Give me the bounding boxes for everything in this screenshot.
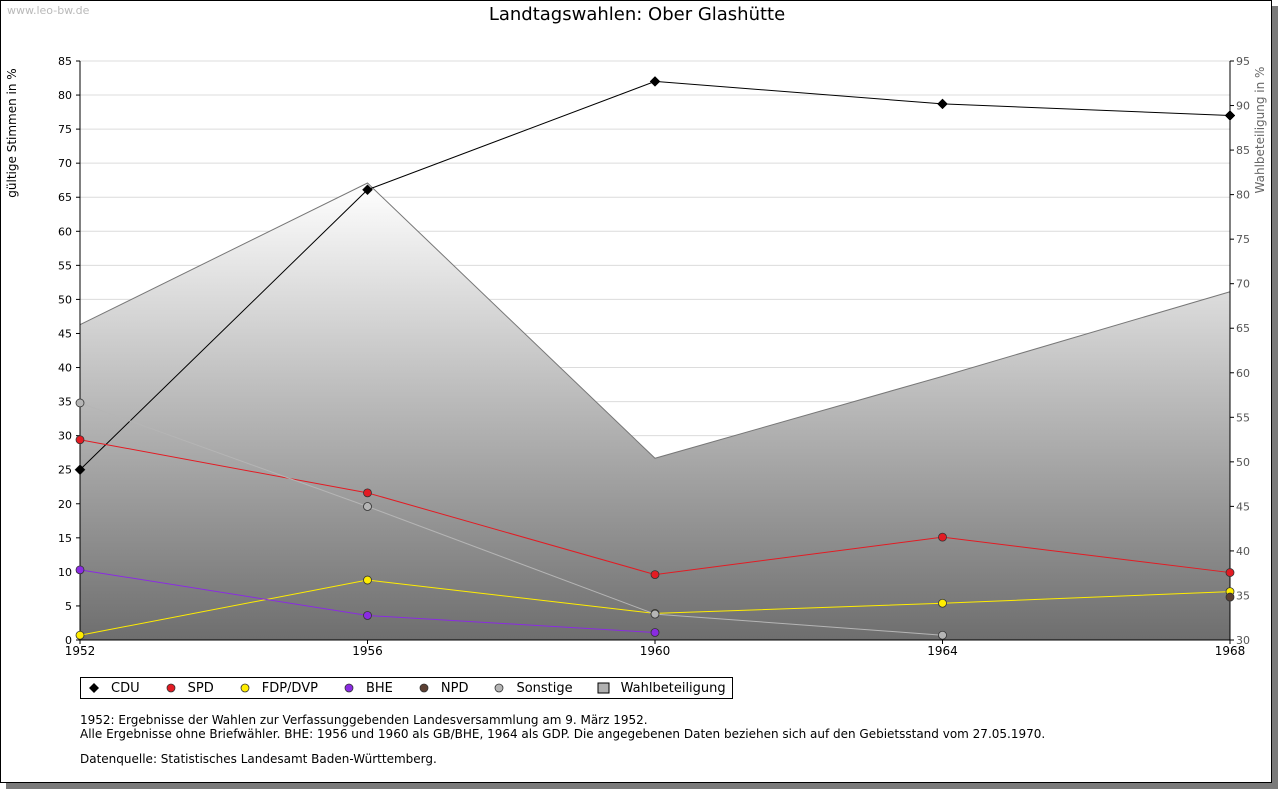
y-tick-label-70: 70 <box>58 157 72 170</box>
legend-label-wahlbeteiligung: Wahlbeteiligung <box>620 680 726 696</box>
point-bhe-1952 <box>75 565 85 575</box>
point-fdp-dvp-1952 <box>75 630 85 640</box>
series <box>74 76 1236 640</box>
y2-tick-label-40: 40 <box>1236 545 1250 558</box>
legend-item-fdp-dvp: FDP/DVP <box>236 681 318 696</box>
y-axis-label: gültige Stimmen in % <box>5 68 19 197</box>
x-tick-label-1964: 1964 <box>927 644 958 658</box>
y-tick-label-85: 85 <box>58 55 72 68</box>
point-spd-1952 <box>75 435 85 445</box>
point-fdp-dvp-1964 <box>938 598 947 608</box>
legend-marker-bhe <box>344 683 354 693</box>
point-sonstige-1964 <box>938 630 947 640</box>
turnout-area <box>79 182 1231 640</box>
point-spd-1960 <box>650 570 660 580</box>
y-tick-label-10: 10 <box>58 566 72 579</box>
legend-marker-wahlbeteiligung <box>597 682 610 694</box>
point-sonstige-1952 <box>75 398 85 408</box>
legend-item-npd: NPD <box>415 680 469 696</box>
legend-marker-cdu <box>89 683 99 693</box>
y2-tick-label-30: 30 <box>1236 634 1250 647</box>
y-tick-label-30: 30 <box>58 430 72 443</box>
x-tick-label-1952: 1952 <box>65 644 96 658</box>
footnote-2: Alle Ergebnisse ohne Briefwähler. BHE: 1… <box>80 727 1046 741</box>
y-tick-label-65: 65 <box>58 191 72 204</box>
footnote-1: 1952: Ergebnisse der Wahlen zur Verfassu… <box>80 713 648 727</box>
y2-tick-label-70: 70 <box>1236 278 1250 291</box>
footnotes: 1952: Ergebnisse der Wahlen zur Verfassu… <box>80 713 1045 741</box>
y2-tick-label-60: 60 <box>1236 367 1250 380</box>
y2-tick-label-85: 85 <box>1236 144 1250 157</box>
x-tick-label-1960: 1960 <box>640 644 671 658</box>
y-tick-label-60: 60 <box>58 225 72 238</box>
y-tick-label-25: 25 <box>58 464 72 477</box>
y2-tick-label-95: 95 <box>1236 55 1250 68</box>
y2-tick-label-80: 80 <box>1236 189 1250 202</box>
y-tick-label-5: 5 <box>65 600 72 613</box>
legend-label-spd: SPD <box>187 680 214 696</box>
x-tick-label-1956: 1956 <box>352 644 383 658</box>
legend-marker-fdp-dvp <box>240 683 250 693</box>
chart-title: Landtagswahlen: Ober Glashütte <box>489 4 785 25</box>
y-tick-label-55: 55 <box>58 259 72 272</box>
series-line-sonstige <box>79 402 943 636</box>
watermark: www.leo-bw.de <box>7 4 90 17</box>
point-cdu-1968 <box>1224 110 1236 121</box>
point-bhe-1960 <box>650 628 660 637</box>
point-spd-1956 <box>363 488 372 498</box>
legend-label-bhe: BHE <box>365 680 393 696</box>
axes: 0 5 10 15 20 25 30 35 40 45 50 55 60 65 70 75 80 85 30 35 40… <box>58 55 1250 658</box>
y2-tick-label-55: 55 <box>1236 411 1250 424</box>
x-tick-label-1968: 1968 <box>1215 644 1246 658</box>
legend-label-fdp-dvp: FDP/DVP <box>261 680 318 696</box>
y-tick-label-35: 35 <box>58 396 72 409</box>
y-tick-label-20: 20 <box>58 498 72 511</box>
y2-tick-label-50: 50 <box>1236 456 1250 469</box>
data-source: Datenquelle: Statistisches Landesamt Bad… <box>80 752 437 766</box>
legend: CDU SPD FDP/DVP BHE NPD Sonstige Wahlbeteiligu… <box>80 677 733 699</box>
y2-tick-label-45: 45 <box>1236 500 1250 513</box>
turnout-area-fill <box>80 183 1230 640</box>
y-tick-label-40: 40 <box>58 362 72 375</box>
point-npd-1968 <box>1225 592 1235 602</box>
y-tick-label-75: 75 <box>58 123 72 136</box>
y-tick-label-80: 80 <box>58 89 72 102</box>
legend-marker-npd <box>419 683 429 693</box>
frame-shadow-right <box>1272 6 1278 789</box>
legend-label-npd: NPD <box>440 680 469 696</box>
legend-item-cdu: CDU <box>85 681 140 696</box>
legend-label-cdu: CDU <box>111 680 140 696</box>
point-cdu-1952 <box>74 464 86 476</box>
point-spd-1964 <box>938 532 947 542</box>
frame-shadow-bottom <box>6 783 1278 789</box>
turnout-area-line <box>79 182 1231 459</box>
y-tick-label-0: 0 <box>65 634 72 647</box>
y2-axis-label: Wahlbeteiligung in % <box>1253 67 1267 194</box>
point-spd-1968 <box>1225 568 1235 577</box>
legend-marker-sonstige <box>495 683 504 693</box>
point-cdu-1960 <box>649 76 661 87</box>
chart: Landtagswahlen: Ober Glashütte 0 5 10 15 20 2… <box>5 4 1267 658</box>
point-cdu-1964 <box>937 98 948 110</box>
legend-marker-spd <box>166 683 176 693</box>
y2-tick-label-65: 65 <box>1236 322 1250 335</box>
point-sonstige-1956 <box>363 502 372 511</box>
y2-tick-label-90: 90 <box>1236 100 1250 113</box>
point-cdu-1956 <box>362 184 373 196</box>
y-tick-label-50: 50 <box>58 293 72 306</box>
legend-item-wahlbeteiligung: Wahlbeteiligung <box>595 681 726 696</box>
y2-tick-label-35: 35 <box>1236 589 1250 602</box>
legend-item-spd: SPD <box>162 681 214 696</box>
point-fdp-dvp-1956 <box>363 575 372 585</box>
legend-label-sonstige: Sonstige <box>516 680 573 696</box>
y2-tick-label-75: 75 <box>1236 233 1250 246</box>
point-bhe-1956 <box>363 611 372 620</box>
y-tick-label-15: 15 <box>58 532 72 545</box>
y-tick-label-45: 45 <box>58 327 72 340</box>
point-sonstige-1960 <box>650 609 660 619</box>
legend-item-bhe: BHE <box>340 681 393 696</box>
legend-item-sonstige: Sonstige <box>490 680 573 696</box>
